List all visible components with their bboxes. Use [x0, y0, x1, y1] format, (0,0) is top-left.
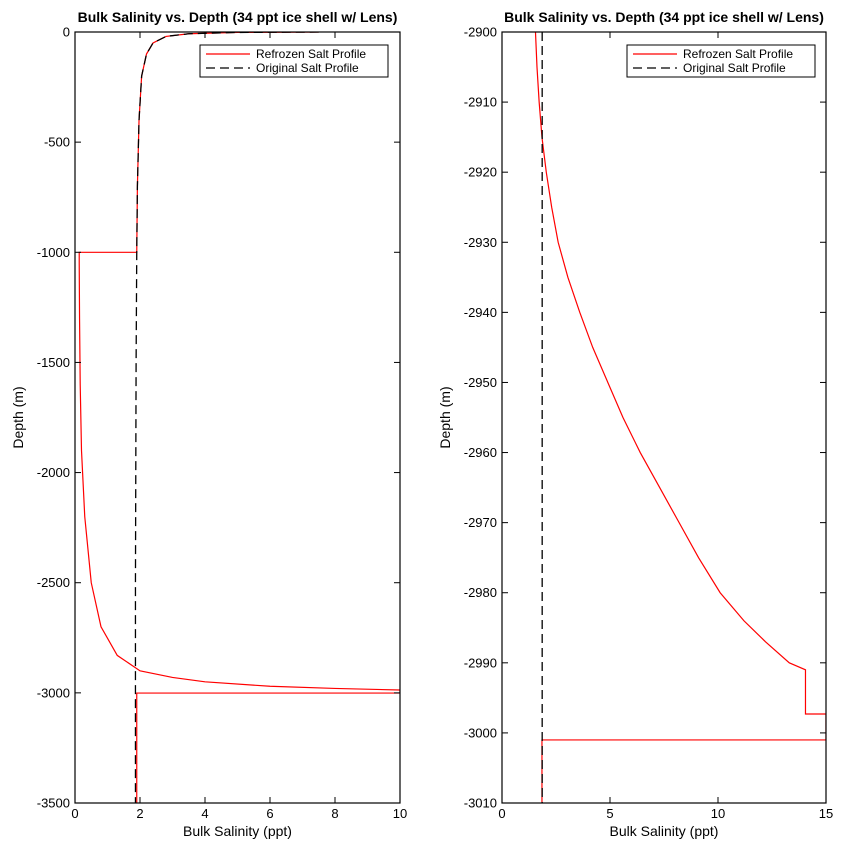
x-axis-label: Bulk Salinity (ppt) — [610, 823, 719, 839]
legend-entry: Original Salt Profile — [256, 61, 359, 75]
y-tick-label: -2930 — [464, 235, 497, 250]
y-tick-label: -2950 — [464, 375, 497, 390]
y-tick-label: -2910 — [464, 95, 497, 110]
y-tick-label: -3010 — [464, 796, 497, 811]
y-tick-label: -3000 — [464, 725, 497, 740]
x-tick-label: 10 — [393, 806, 407, 821]
y-tick-label: -3000 — [37, 685, 70, 700]
y-tick-label: -2900 — [464, 25, 497, 40]
y-tick-label: -3500 — [37, 796, 70, 811]
y-tick-label: -2980 — [464, 585, 497, 600]
x-tick-label: 5 — [606, 806, 613, 821]
y-tick-label: -2940 — [464, 305, 497, 320]
y-tick-label: -1500 — [37, 355, 70, 370]
y-tick-label: -2990 — [464, 655, 497, 670]
y-tick-label: -2920 — [464, 165, 497, 180]
y-tick-label: 0 — [63, 25, 70, 40]
x-tick-label: 2 — [136, 806, 143, 821]
legend-entry: Refrozen Salt Profile — [256, 47, 366, 61]
y-tick-label: -2000 — [37, 465, 70, 480]
y-tick-label: -500 — [44, 135, 70, 150]
legend-box — [626, 44, 816, 78]
y-tick-label: -2970 — [464, 515, 497, 530]
x-tick-label: 8 — [331, 806, 338, 821]
x-tick-label: 10 — [711, 806, 725, 821]
chart-panel-2: 0 5 10 15 -3010 -3000 -2990 -2980 -2970 -2960 -295… — [437, 9, 833, 839]
x-tick-label: 0 — [71, 806, 78, 821]
series-line-refrozen — [534, 32, 826, 803]
x-tick-label: 0 — [498, 806, 505, 821]
plot-frame — [501, 31, 827, 804]
x-axis-label: Bulk Salinity (ppt) — [183, 823, 292, 839]
y-axis-label: Depth (m) — [437, 386, 453, 448]
legend-entry: Refrozen Salt Profile — [683, 47, 793, 61]
y-tick-label: -2500 — [37, 575, 70, 590]
chart-title: Bulk Salinity vs. Depth (34 ppt ice shel… — [78, 9, 398, 25]
y-axis-label: Depth (m) — [10, 386, 26, 448]
legend-box — [199, 44, 389, 78]
x-tick-label: 15 — [819, 806, 833, 821]
plot-frame — [74, 31, 401, 804]
chart-title: Bulk Salinity vs. Depth (34 ppt ice shel… — [504, 9, 824, 25]
chart-panel-1: 0 2 4 6 8 10 -3500 -3000 -2500 -2000 -1500 -1000 -50… — [10, 9, 407, 839]
series-line-refrozen — [78, 32, 400, 803]
series-line-original — [134, 32, 319, 803]
legend-entry: Original Salt Profile — [683, 61, 786, 75]
x-tick-label: 4 — [201, 806, 208, 821]
y-tick-label: -1000 — [37, 245, 70, 260]
x-tick-label: 6 — [266, 806, 273, 821]
y-tick-label: -2960 — [464, 445, 497, 460]
